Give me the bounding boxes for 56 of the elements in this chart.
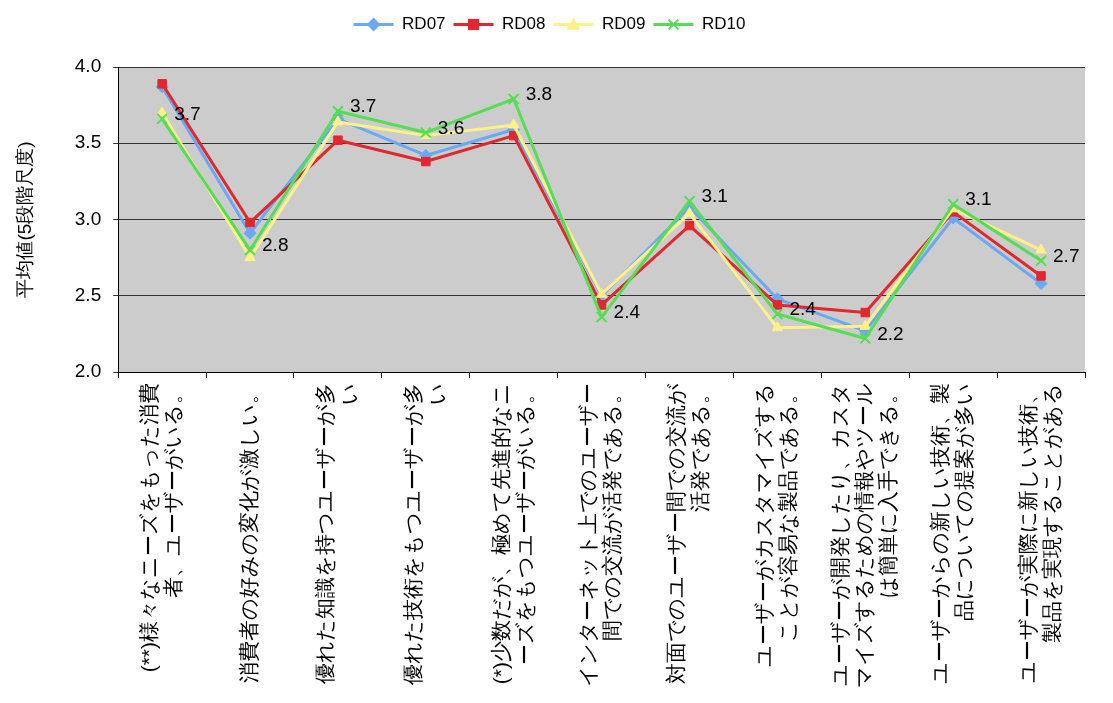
point xyxy=(859,332,872,345)
point xyxy=(244,251,256,262)
point xyxy=(860,307,871,318)
data-label: 3.1 xyxy=(701,185,728,207)
point xyxy=(421,156,431,167)
x-tick-label: (**)様々なニーズをもった消費者、ユーザーがいる。 xyxy=(136,383,184,673)
point xyxy=(772,300,783,310)
point xyxy=(947,198,960,211)
x-tick-label: 対面でのユーザー間での交流が活発である。 xyxy=(664,383,712,684)
point xyxy=(508,118,520,129)
point xyxy=(243,226,257,240)
point xyxy=(331,105,344,118)
point xyxy=(156,112,169,125)
x-tick-label: インターネット上でのユーザー間での交流が活発である。 xyxy=(576,383,624,687)
x-tick-label: ユーザーが実際に新しい技術、製品を実現することがある xyxy=(1015,383,1063,683)
point xyxy=(595,311,608,324)
point xyxy=(771,308,784,320)
x-tick-label: ユーザーがカスタマイズすることが容易な製品である。 xyxy=(752,383,800,667)
point xyxy=(244,244,256,256)
y-tick-label: 3.0 xyxy=(74,207,102,229)
x-tick-label: 優れた知識を持つユーザーが多い xyxy=(312,383,360,684)
y-tick-label: 2.5 xyxy=(74,283,102,305)
legend-label: RD09 xyxy=(602,14,646,34)
point xyxy=(771,321,784,332)
point xyxy=(245,217,255,228)
x-tick-label: 消費者の好みの変化が激しい。 xyxy=(236,383,260,683)
data-label: 2.8 xyxy=(262,234,289,256)
data-label: 2.2 xyxy=(877,322,904,344)
point xyxy=(333,135,343,145)
point xyxy=(859,319,871,330)
point xyxy=(507,93,520,105)
point xyxy=(157,79,167,89)
point xyxy=(508,130,519,141)
x-tick-label: ユーザーが開発したり、カスタマイズするための情報やツールは簡単に入手できる。 xyxy=(828,383,900,688)
point xyxy=(1036,271,1046,281)
x-tick-label: 優れた技術をもつユーザーが多い xyxy=(400,383,448,685)
data-label: 3.1 xyxy=(965,188,992,210)
point xyxy=(1035,243,1047,254)
point xyxy=(684,220,695,231)
legend-label: RD07 xyxy=(402,14,446,34)
point xyxy=(683,206,696,217)
data-label: 3.6 xyxy=(437,116,465,138)
data-label: 3.7 xyxy=(349,95,377,117)
legend-label: RD08 xyxy=(502,14,546,34)
point xyxy=(1035,254,1048,267)
point xyxy=(595,287,608,298)
x-tick-label: (*)少数だが、極めて先進的なニーズをもつユーザーがいる。 xyxy=(488,383,536,685)
y-tick-label: 2.0 xyxy=(74,360,102,382)
y-tick-label: 4.0 xyxy=(74,55,102,77)
data-label: 3.8 xyxy=(525,83,553,105)
data-label: 2.7 xyxy=(1053,244,1080,266)
x-tick-label: ユーザーからの新しい技術、製品についての提案が多い xyxy=(927,383,975,684)
data-label: 2.4 xyxy=(613,301,641,323)
y-axis-title: 平均値(5段階尺度) xyxy=(13,141,35,298)
legend-label: RD10 xyxy=(701,14,746,34)
y-tick-label: 3.5 xyxy=(74,131,102,153)
